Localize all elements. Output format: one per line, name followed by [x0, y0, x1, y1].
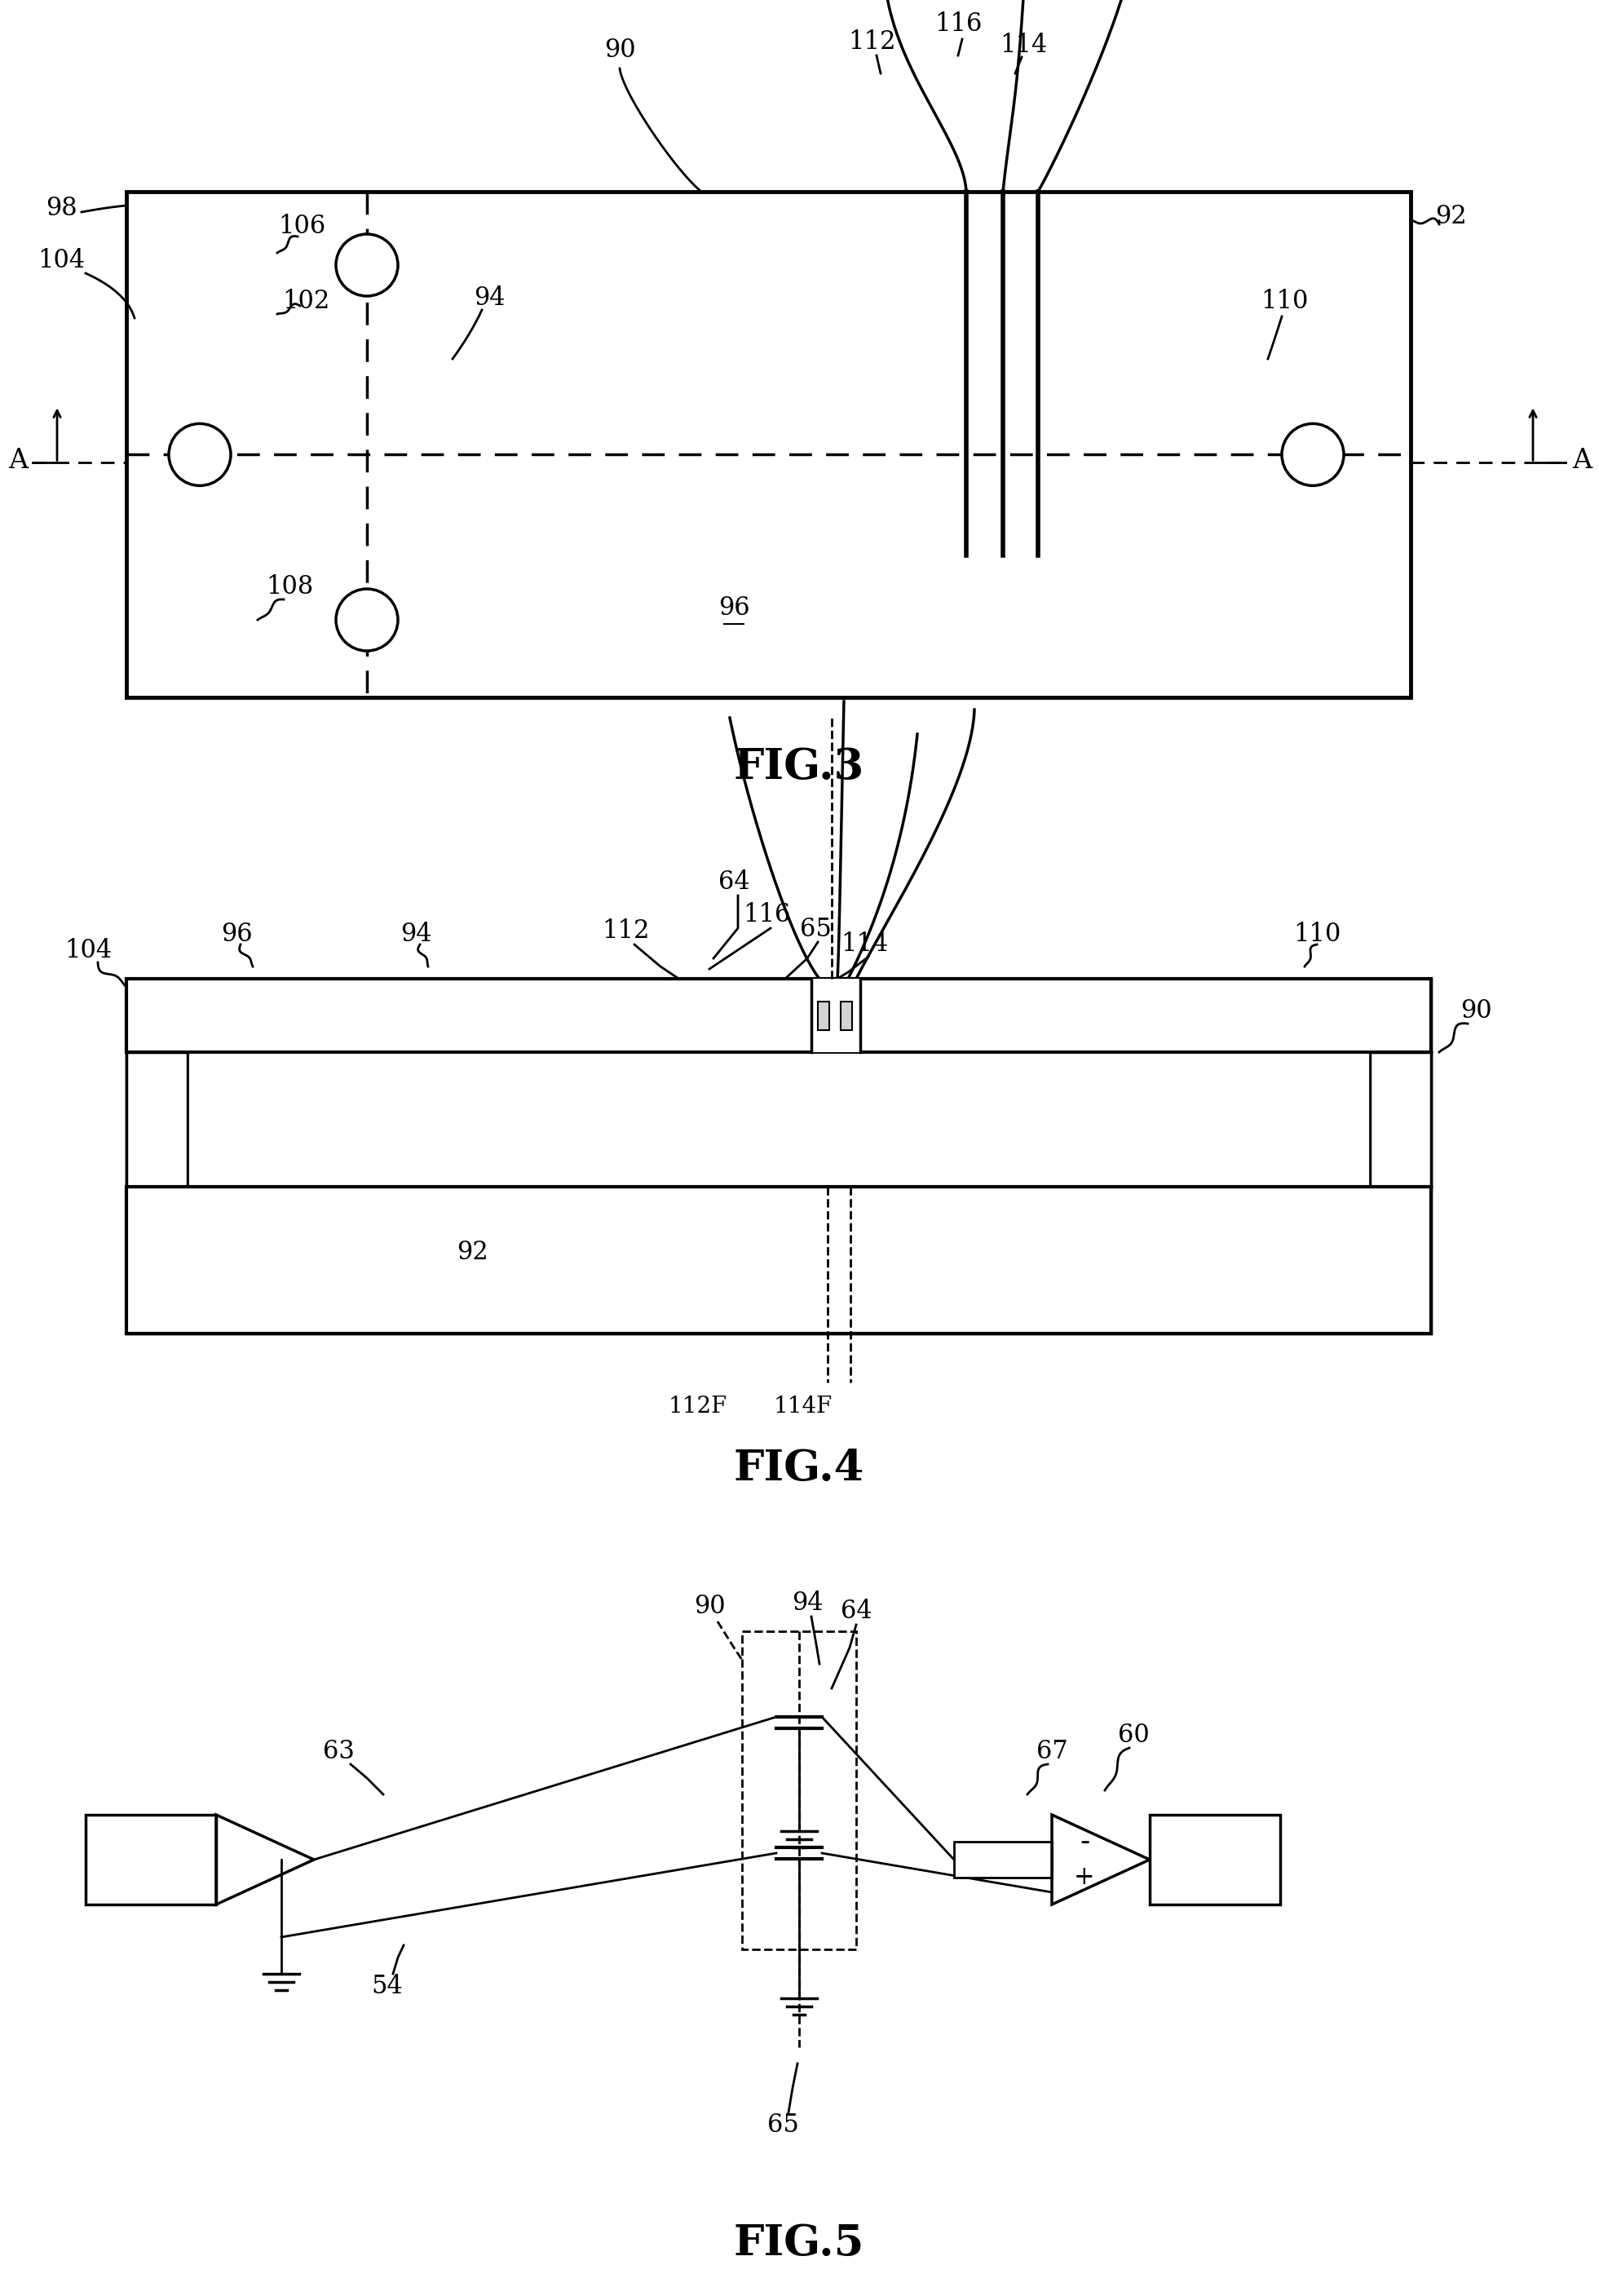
Bar [841, 1001, 852, 1031]
Bar [955, 1841, 1052, 1878]
Text: 104: 104 [37, 248, 85, 273]
Text: FIG.3: FIG.3 [734, 746, 865, 788]
Text: 116: 116 [742, 902, 790, 928]
Text: FIG.4: FIG.4 [734, 1446, 865, 1488]
Bar [126, 191, 1410, 698]
Text: 92: 92 [457, 1240, 489, 1265]
Text: 96: 96 [221, 921, 253, 946]
Text: 108: 108 [265, 574, 313, 599]
Bar [126, 1187, 1431, 1334]
Bar [126, 1052, 187, 1187]
Text: 90: 90 [604, 39, 635, 64]
Text: 114: 114 [999, 32, 1047, 57]
Text: 90: 90 [694, 1593, 724, 1619]
Bar [187, 1052, 1370, 1187]
Bar [1370, 1052, 1431, 1187]
Text: 61: 61 [134, 1846, 168, 1874]
Text: 54: 54 [371, 1975, 403, 2000]
Text: 112F: 112F [668, 1396, 728, 1419]
Bar [187, 1052, 1370, 1187]
Text: 96: 96 [718, 595, 750, 620]
Text: A: A [1572, 448, 1591, 475]
Text: -: - [1079, 1828, 1089, 1855]
Bar [126, 1052, 187, 1187]
Bar [742, 1630, 855, 1949]
Text: 94: 94 [792, 1591, 823, 1616]
Text: 106: 106 [278, 214, 326, 239]
Text: 110: 110 [1260, 289, 1308, 315]
Bar [86, 1814, 216, 1903]
Text: 64: 64 [718, 870, 750, 895]
Text: 114: 114 [841, 932, 887, 957]
Bar [1370, 1052, 1431, 1187]
Bar [1150, 1814, 1281, 1903]
Text: 67: 67 [1036, 1740, 1068, 1766]
Text: FIG.5: FIG.5 [734, 2223, 865, 2264]
Text: 112: 112 [603, 918, 651, 944]
Circle shape [336, 234, 398, 296]
Text: 65: 65 [800, 916, 831, 941]
Bar [126, 1187, 1431, 1334]
Text: 65: 65 [768, 2112, 798, 2138]
Text: 112: 112 [849, 30, 897, 55]
Text: 69: 69 [1198, 1846, 1233, 1874]
Bar [126, 978, 1431, 1052]
Text: 60: 60 [1118, 1722, 1150, 1747]
Text: 94: 94 [473, 285, 505, 310]
Text: 63: 63 [323, 1740, 355, 1766]
Circle shape [169, 425, 230, 487]
Text: 110: 110 [1294, 921, 1340, 946]
Text: 90: 90 [1460, 999, 1492, 1024]
Bar [126, 978, 1431, 1052]
Text: 102: 102 [281, 289, 329, 315]
Text: 114F: 114F [774, 1396, 833, 1419]
Text: A: A [8, 448, 27, 475]
Text: 98: 98 [45, 195, 77, 220]
Bar [811, 978, 860, 1052]
Text: 116: 116 [934, 11, 982, 37]
Circle shape [1282, 425, 1343, 487]
Text: 94: 94 [400, 921, 432, 946]
Text: +: + [1075, 1864, 1095, 1890]
Text: 64: 64 [841, 1598, 871, 1623]
Bar [817, 1001, 830, 1031]
Text: 92: 92 [1436, 204, 1468, 230]
Circle shape [336, 588, 398, 650]
Text: 104: 104 [64, 937, 112, 962]
